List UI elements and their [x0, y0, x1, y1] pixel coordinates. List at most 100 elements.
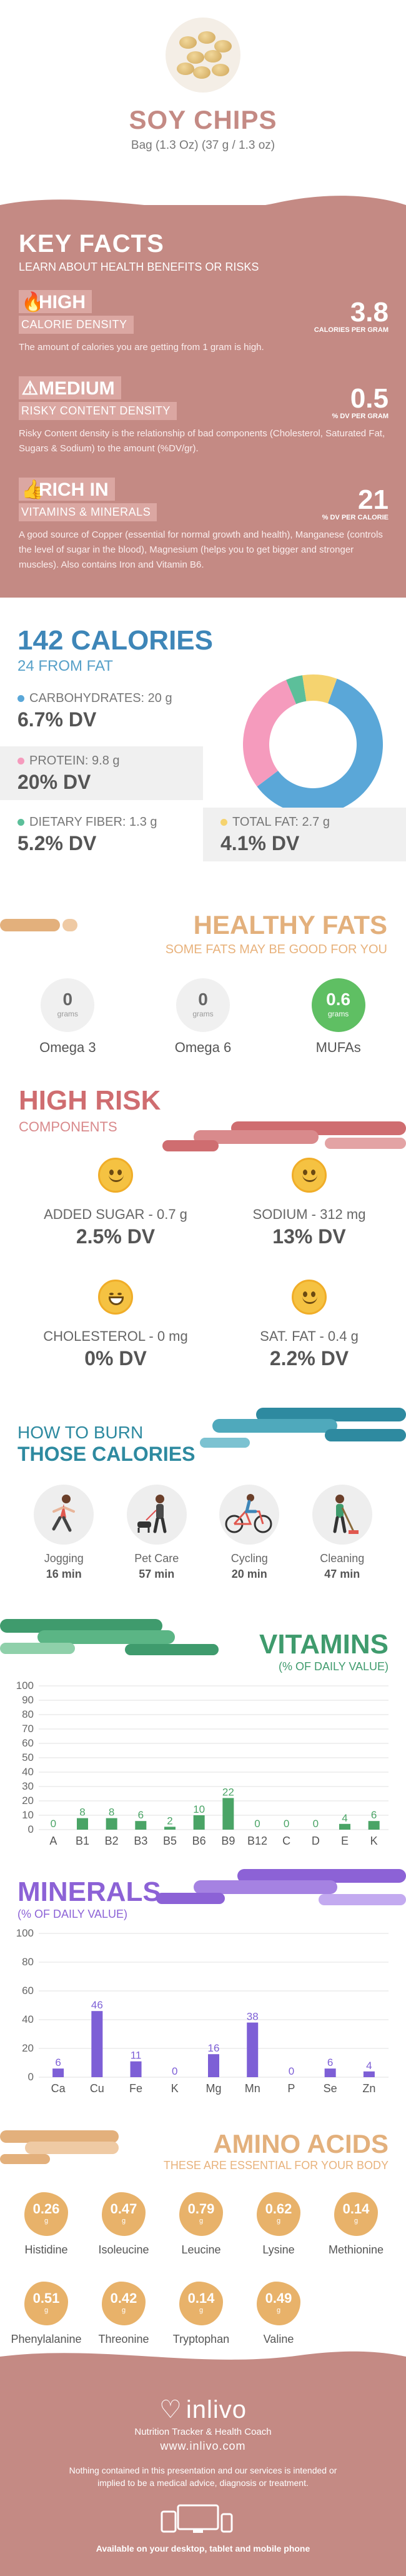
thumbs-up-icon: 👍 — [21, 479, 45, 500]
soy-chips-photo — [166, 18, 240, 93]
amino-unit: g — [121, 2217, 126, 2225]
cycling-label: Cycling — [230, 1552, 268, 1565]
x-tick-label: K — [171, 2082, 179, 2095]
vitamins-minerals-value: 21 — [358, 484, 389, 515]
protein-label: PROTEIN: 9.8 g — [29, 754, 120, 768]
brand-tagline: Nutrition Tracker & Health Coach — [134, 2427, 272, 2437]
bar-Cu — [91, 2011, 103, 2077]
smiley-icon — [98, 1158, 133, 1193]
amino-item: 0.51 g Phenylalanine — [7, 2282, 85, 2346]
amino-item: 0.14 g Methionine — [317, 2192, 395, 2257]
calorie-density-block: 🔥HIGH CALORIE DENSITY 3.8 CALORIES PER G… — [19, 290, 389, 355]
healthy-fats-subtitle: SOME FATS MAY BE GOOD FOR YOU — [165, 943, 387, 956]
bar-value-label: 6 — [371, 1809, 377, 1821]
decorative-stripe — [0, 919, 77, 931]
calorie-density-description: The amount of calories you are getting f… — [19, 342, 264, 353]
amino-item: 0.47 g Isoleucine — [85, 2192, 162, 2257]
sat-fat-dv: 2.2% DV — [269, 1347, 349, 1370]
added-sugar-dv: 2.5% DV — [76, 1225, 156, 1248]
section-wave — [0, 2351, 406, 2369]
y-tick-label: 20 — [22, 2042, 34, 2054]
risky-content-value: 0.5 — [350, 383, 389, 414]
bar-value-label: 0 — [51, 1818, 56, 1830]
amino-value: 0.26 — [32, 2201, 60, 2217]
vitamins-bar-chart: 01020304050607080901000A8B18B26B32B510B6… — [16, 1680, 389, 1847]
amino-name: Lysine — [262, 2243, 295, 2256]
dietary-fiber-label: DIETARY FIBER: 1.3 g — [29, 815, 157, 829]
warning-icon: ⚠ — [21, 378, 39, 399]
x-tick-label: A — [49, 1835, 57, 1847]
bar-value-label: 16 — [208, 2042, 220, 2054]
footer: ♡ inlivo Nutrition Tracker & Health Coach… — [0, 2351, 406, 2576]
dietary-fiber-dot — [17, 819, 24, 826]
bar-value-label: 8 — [79, 1807, 85, 1818]
y-tick-label: 80 — [22, 1708, 34, 1720]
bar-Mg — [208, 2054, 219, 2077]
y-tick-label: 70 — [22, 1723, 34, 1735]
total-fat-item: TOTAL FAT: 2.7 g 4.1% DV — [203, 808, 406, 861]
omega-3-name: Omega 3 — [39, 1040, 96, 1055]
amino-acids-title: AMINO ACIDS — [213, 2129, 389, 2158]
donut-slice-fiber — [286, 675, 307, 704]
x-tick-label: Se — [324, 2082, 337, 2095]
amino-item: 0.49 g Valine — [240, 2282, 317, 2346]
bar-B3 — [135, 1821, 147, 1830]
risk-item-sodium: SODIUM - 312 mg 13% DV — [212, 1158, 406, 1280]
fat-item-omega-3: 0 grams Omega 3 — [21, 978, 114, 1056]
bar-B6 — [193, 1815, 205, 1830]
key-facts-section: KEY FACTS LEARN ABOUT HEALTH BENEFITS OR… — [0, 196, 406, 598]
bar-B2 — [106, 1818, 117, 1830]
sat-fat-label: SAT. FAT - 0.4 g — [260, 1328, 359, 1344]
protein-dv: 20% DV — [17, 771, 91, 793]
total-fat-dot — [220, 819, 227, 826]
y-tick-label: 0 — [28, 2071, 34, 2083]
devices-icon — [0, 2503, 406, 2537]
bar-Mn — [247, 2022, 259, 2077]
amino-unit: g — [276, 2307, 281, 2314]
amino-unit: g — [44, 2217, 49, 2225]
bar-Se — [324, 2068, 336, 2077]
calorie-density-level: HIGH — [39, 292, 86, 313]
amino-value: 0.47 — [110, 2201, 137, 2217]
vitamins-title: VITAMINS — [259, 1629, 389, 1660]
bar-value-label: 6 — [55, 2057, 61, 2068]
jogging-time: 16 min — [46, 1568, 82, 1580]
risk-item-sat-fat: SAT. FAT - 0.4 g 2.2% DV — [212, 1280, 406, 1401]
decorative-stripes — [156, 1869, 406, 1905]
bar-Ca — [52, 2068, 64, 2077]
amino-item: 0.79 g Leucine — [162, 2192, 240, 2257]
burn-item-cleaning: Cleaning 47 min — [302, 1485, 383, 1581]
burn-item-pet-care: Pet Care 57 min — [116, 1485, 197, 1581]
website-link[interactable]: www.inlivo.com — [160, 2440, 246, 2452]
burn-title-line1: HOW TO BURN — [17, 1423, 144, 1442]
amino-item: 0.42 g Threonine — [85, 2282, 162, 2346]
y-tick-label: 50 — [22, 1752, 34, 1763]
added-sugar-label: ADDED SUGAR - 0.7 g — [44, 1206, 187, 1222]
risky-content-description: Risky Content density is the relationshi… — [19, 428, 385, 454]
x-tick-label: K — [370, 1835, 378, 1847]
sodium-label: SODIUM - 312 mg — [252, 1206, 366, 1222]
inlivo-heart-logo-icon: ♡ — [159, 2396, 182, 2423]
amino-unit: g — [121, 2307, 126, 2314]
cleaning-time: 47 min — [324, 1568, 360, 1580]
flame-icon: 🔥 — [21, 292, 45, 313]
mufas-unit: grams — [327, 1010, 349, 1018]
bar-value-label: 0 — [289, 2065, 294, 2077]
minerals-section: MINERALS (% OF DAILY VALUE) 0 20 40 60 80 100… — [0, 1860, 406, 2110]
healthy-fats-title: HEALTHY FATS — [193, 910, 387, 940]
header: SOY CHIPS Bag (1.3 Oz) (37 g / 1.3 oz) — [0, 18, 406, 205]
decorative-stripes — [200, 1408, 406, 1448]
bar-Fe — [130, 2061, 142, 2077]
bar-value-label: 6 — [138, 1809, 144, 1821]
x-tick-label: B9 — [221, 1835, 235, 1847]
availability-text: Available on your desktop, tablet and mo… — [96, 2543, 310, 2553]
amino-value: 0.14 — [187, 2290, 215, 2306]
y-tick-label: 100 — [16, 1680, 34, 1691]
amino-acids-subtitle: THESE ARE ESSENTIAL FOR YOUR BODY — [163, 2159, 389, 2172]
total-fat-dv: 4.1% DV — [220, 832, 300, 854]
vitamins-minerals-description: A good source of Copper (essential for n… — [19, 529, 383, 570]
amino-name: Isoleucine — [98, 2243, 149, 2256]
x-tick-label: B6 — [192, 1835, 206, 1847]
pet-care-label: Pet Care — [134, 1552, 179, 1565]
smiley-icon — [292, 1280, 327, 1315]
